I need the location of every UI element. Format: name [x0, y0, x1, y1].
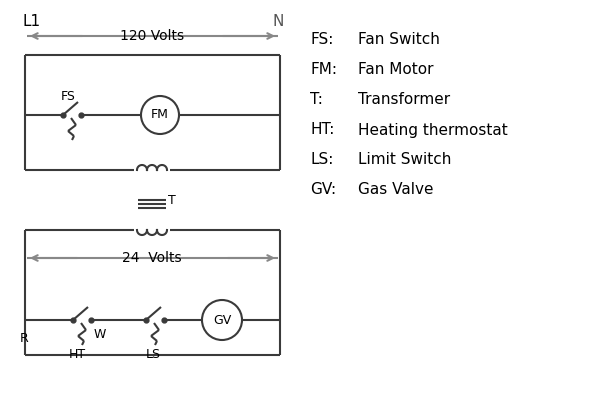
Text: T: T	[168, 194, 176, 206]
Text: N: N	[272, 14, 283, 29]
Text: Limit Switch: Limit Switch	[358, 152, 451, 168]
Text: 120 Volts: 120 Volts	[120, 29, 184, 43]
Text: LS: LS	[146, 348, 160, 360]
Text: FM:: FM:	[310, 62, 337, 78]
Text: FM: FM	[151, 108, 169, 122]
Text: LS:: LS:	[310, 152, 333, 168]
Text: T:: T:	[310, 92, 323, 108]
Text: FS: FS	[61, 90, 76, 104]
Text: R: R	[19, 332, 28, 344]
Text: Fan Motor: Fan Motor	[358, 62, 434, 78]
Text: FS:: FS:	[310, 32, 333, 48]
Text: 24  Volts: 24 Volts	[122, 251, 182, 265]
Text: W: W	[94, 328, 106, 342]
Text: HT:: HT:	[310, 122, 335, 138]
Text: Transformer: Transformer	[358, 92, 450, 108]
Text: L1: L1	[23, 14, 41, 29]
Text: Heating thermostat: Heating thermostat	[358, 122, 508, 138]
Text: GV:: GV:	[310, 182, 336, 198]
Text: Gas Valve: Gas Valve	[358, 182, 434, 198]
Text: HT: HT	[68, 348, 86, 360]
Text: GV: GV	[213, 314, 231, 326]
Text: Fan Switch: Fan Switch	[358, 32, 440, 48]
